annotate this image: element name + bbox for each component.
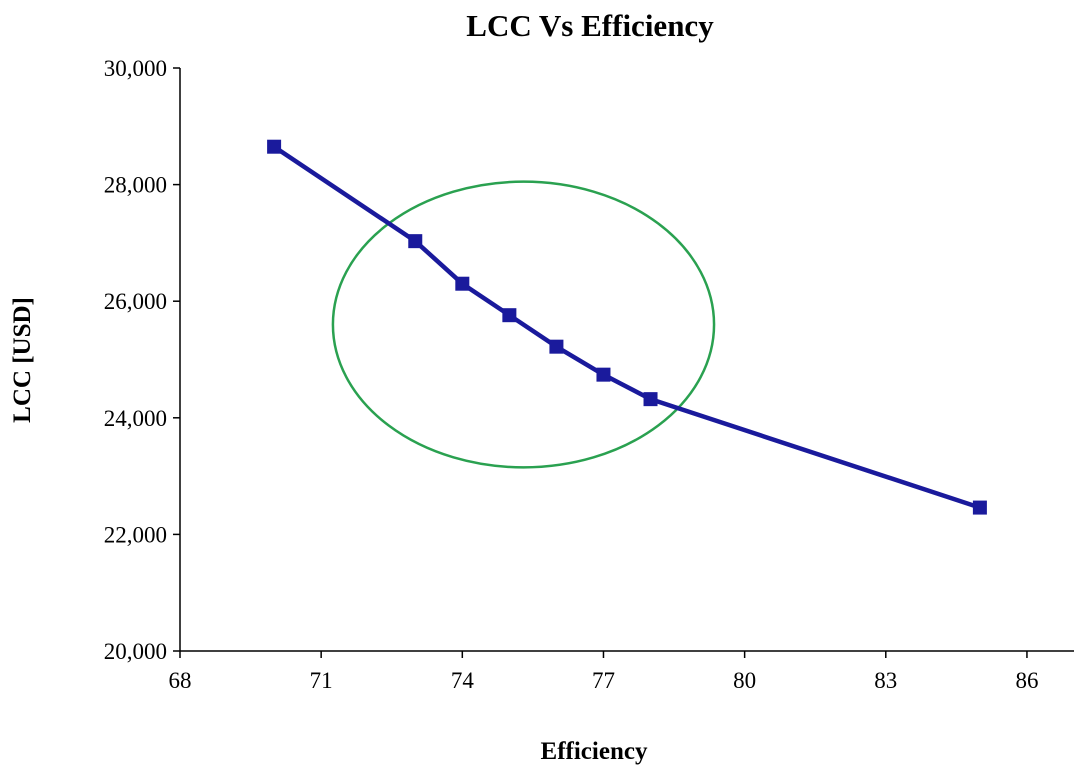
data-point bbox=[596, 367, 611, 382]
y-axis-label: LCC [USD] bbox=[9, 297, 36, 423]
x-tick-label: 71 bbox=[310, 668, 333, 693]
x-tick-label: 74 bbox=[451, 668, 475, 693]
x-tick-label: 80 bbox=[733, 668, 756, 693]
data-point bbox=[643, 392, 658, 407]
y-tick-label: 26,000 bbox=[104, 289, 167, 314]
y-tick-label: 20,000 bbox=[104, 639, 167, 664]
series-line bbox=[272, 144, 981, 510]
ticks: 20,000 22,000 24,000 26,000 28,000 30,000 68 71… bbox=[104, 56, 1039, 693]
data-point bbox=[267, 139, 282, 154]
axes bbox=[179, 68, 1074, 652]
y-tick-label: 22,000 bbox=[104, 522, 167, 547]
series bbox=[267, 139, 987, 515]
data-point bbox=[502, 308, 517, 323]
chart-title: LCC Vs Efficiency bbox=[466, 8, 714, 43]
y-tick-label: 30,000 bbox=[104, 56, 167, 81]
data-point bbox=[549, 339, 564, 354]
data-point bbox=[408, 234, 423, 249]
highlight-ellipse bbox=[331, 180, 716, 469]
y-tick-label: 28,000 bbox=[104, 173, 167, 198]
x-tick-label: 83 bbox=[874, 668, 897, 693]
x-axis-label: Efficiency bbox=[541, 738, 648, 765]
x-tick-label: 77 bbox=[592, 668, 615, 693]
data-point bbox=[455, 276, 470, 291]
x-tick-label: 86 bbox=[1015, 668, 1038, 693]
annotations bbox=[331, 180, 716, 469]
x-tick-label: 68 bbox=[169, 668, 192, 693]
data-point bbox=[972, 500, 987, 515]
y-tick-label: 24,000 bbox=[104, 406, 167, 431]
